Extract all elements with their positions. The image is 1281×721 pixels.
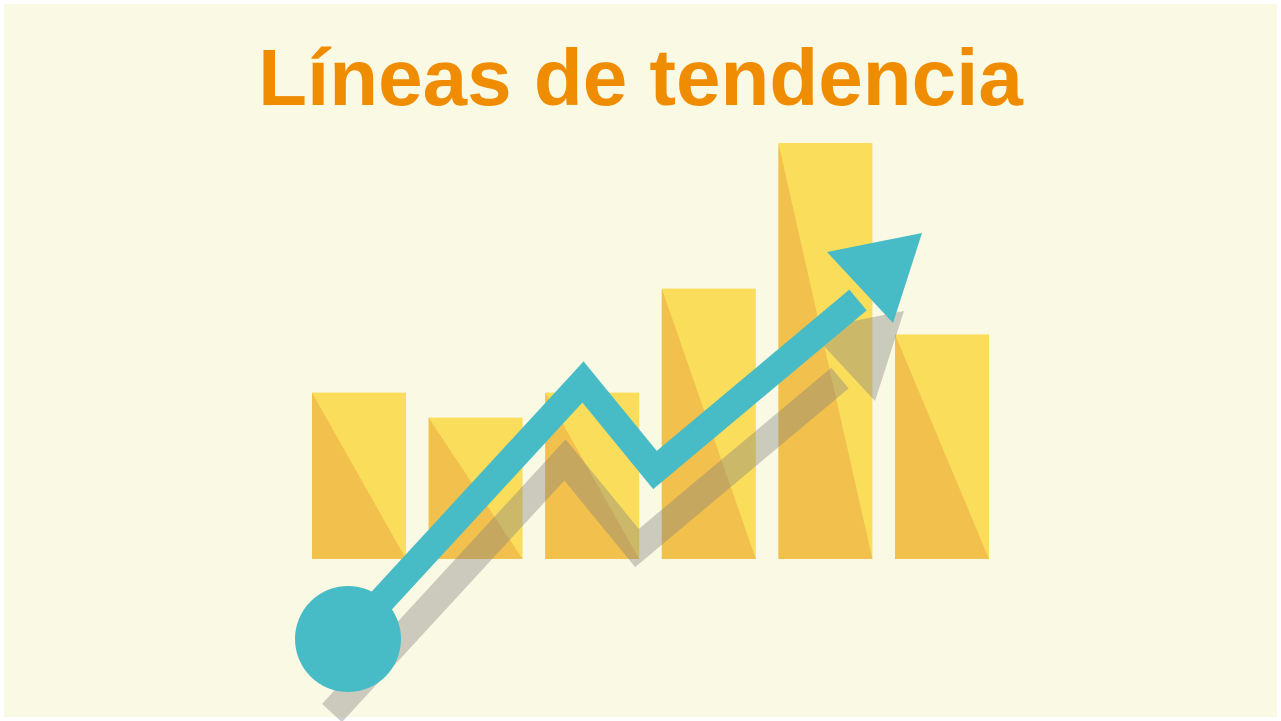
arrow-body [322,367,849,721]
slide-background [4,4,1277,717]
bar [778,143,873,559]
trend-arrow-icon [295,233,922,692]
slide-title: Líneas de tendencia [258,33,1023,122]
arrow-body [340,289,867,645]
bar [895,334,989,559]
arrow-start-dot [295,586,401,692]
arrow-head [827,233,922,323]
bar [312,392,406,559]
